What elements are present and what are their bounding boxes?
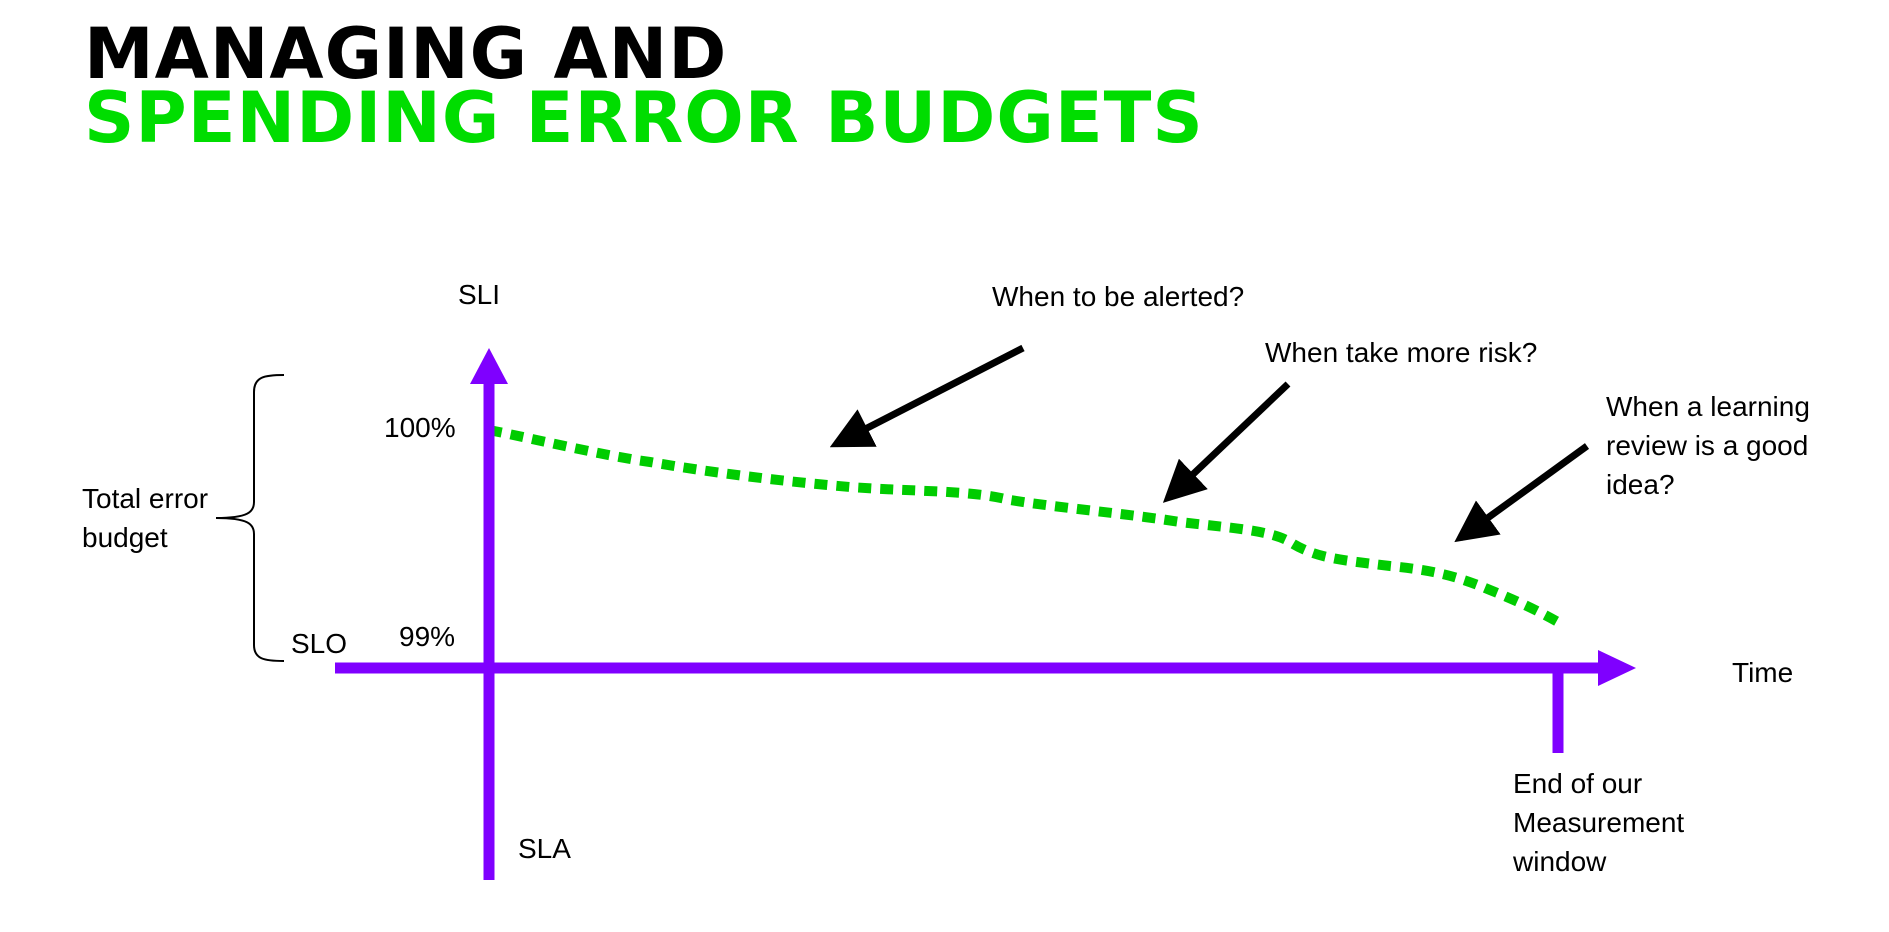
sla-label: SLA (518, 833, 571, 864)
x-axis-label: Time (1732, 657, 1793, 688)
time-axis-arrowhead (1598, 650, 1636, 686)
window-end-label-line-1: End of our (1513, 768, 1642, 799)
tick-99-label: 99% (399, 621, 455, 652)
page-title: MANAGING AND SPENDING ERROR BUDGETS (84, 13, 1204, 159)
window-end-label-line-2: Measurement (1513, 807, 1684, 838)
error-budget-burn-line (488, 425, 1561, 627)
window-end-label-line-3: window (1512, 846, 1607, 877)
brace-label-line-2: budget (82, 522, 168, 553)
arrow-risk (1162, 381, 1291, 503)
y-axis-label: SLI (458, 279, 500, 310)
question-review-line-2: review is a good (1606, 430, 1808, 461)
tick-100-label: 100% (384, 412, 456, 443)
title-line-2: SPENDING ERROR BUDGETS (84, 77, 1204, 159)
title-line-1: MANAGING AND (84, 13, 728, 95)
slo-label: SLO (291, 628, 347, 659)
question-review-line-3: idea? (1606, 469, 1675, 500)
question-review-line-1: When a learning (1606, 391, 1810, 422)
arrow-review (1454, 443, 1590, 543)
sli-axis-arrowhead (470, 348, 508, 384)
question-alerted: When to be alerted? (992, 281, 1244, 312)
arrow-alerted (829, 344, 1025, 448)
total-budget-brace (215, 374, 285, 662)
brace-label-line-1: Total error (82, 483, 208, 514)
question-risk: When take more risk? (1265, 337, 1537, 368)
